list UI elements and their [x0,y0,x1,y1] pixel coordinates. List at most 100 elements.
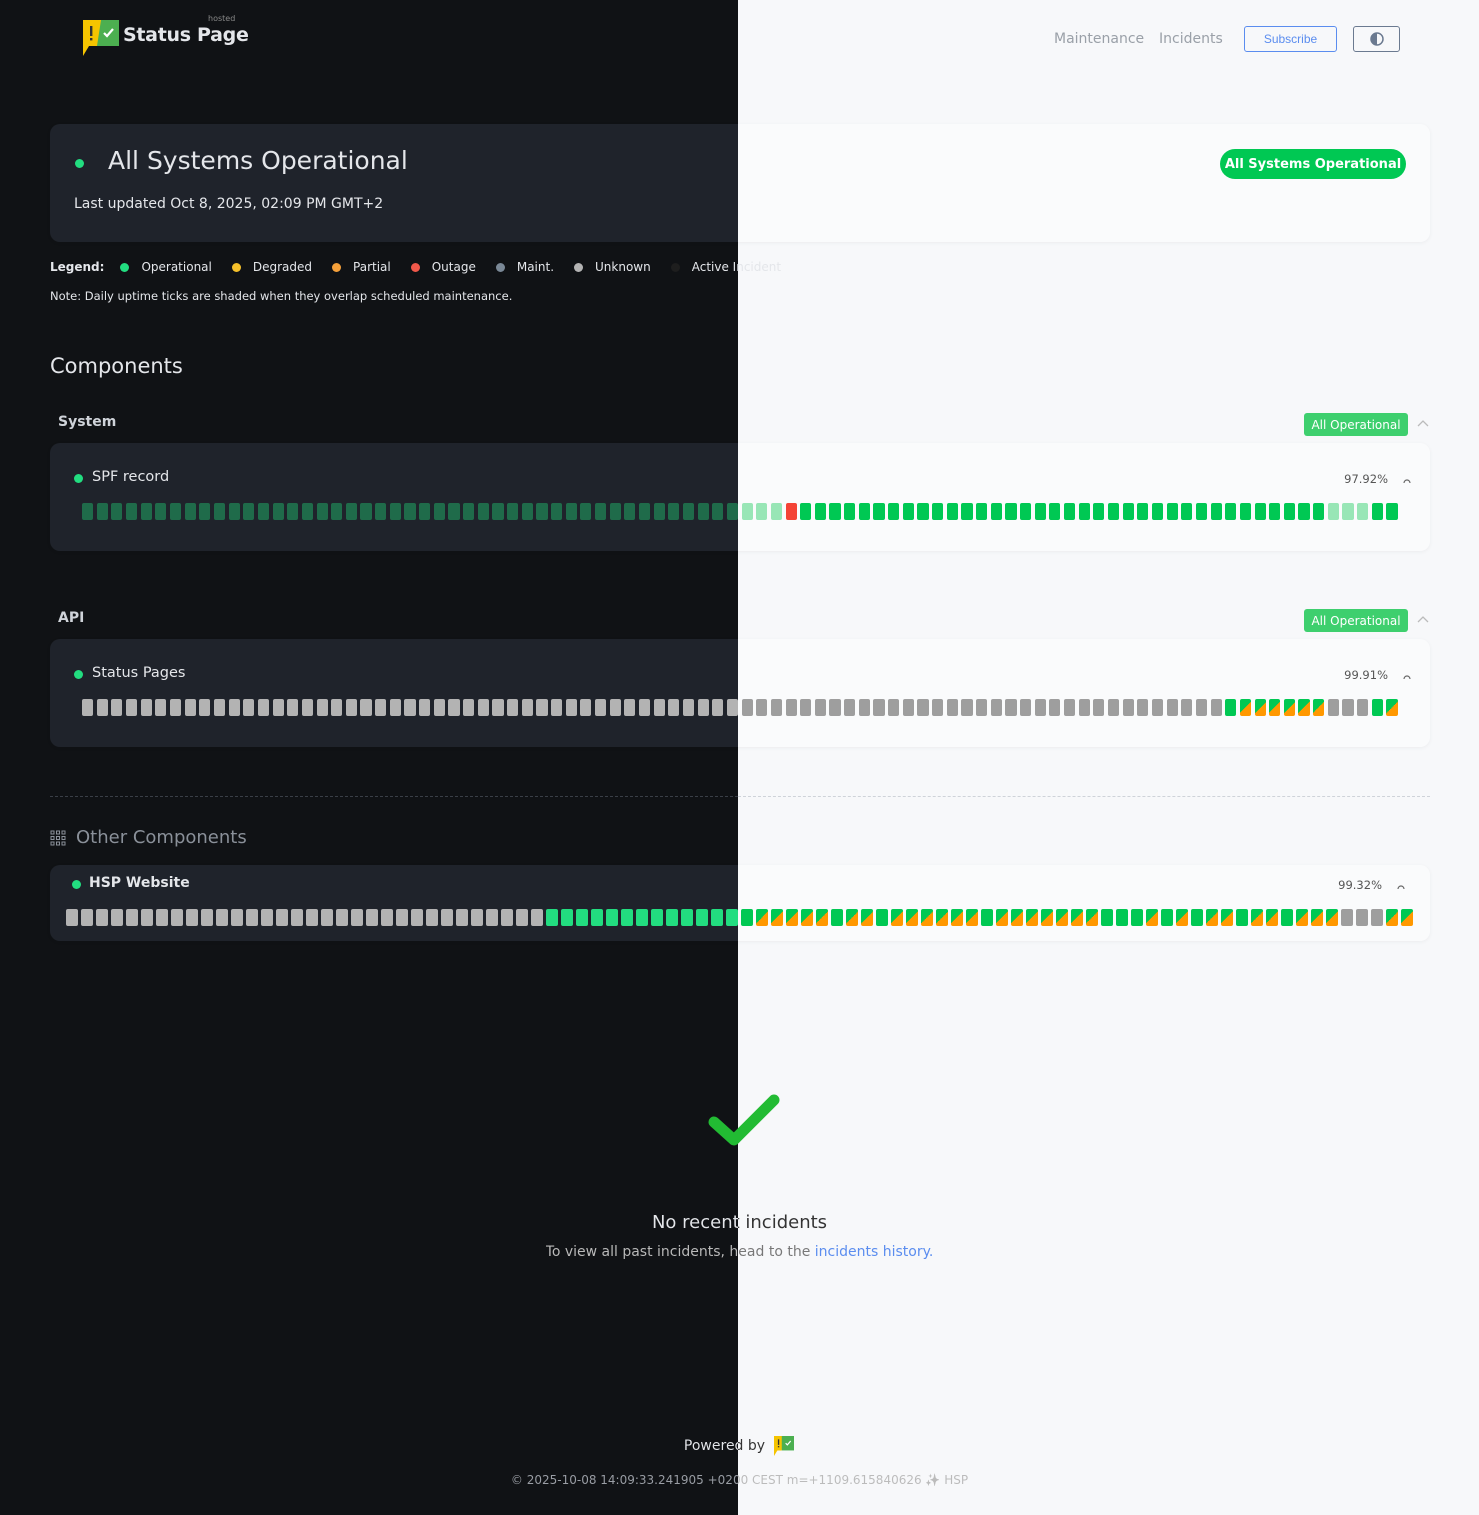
uptime-tick-op_shaded[interactable] [243,503,255,520]
uptime-tick-op[interactable] [858,503,870,520]
uptime-tick-unknown[interactable] [441,909,453,926]
uptime-tick-op[interactable] [800,503,812,520]
uptime-tick-op_shaded[interactable] [756,503,768,520]
uptime-tick-unknown[interactable] [1356,909,1368,926]
uptime-tick-unknown[interactable] [1020,699,1032,716]
uptime-tick-unknown[interactable] [316,699,328,716]
uptime-tick-partial[interactable] [861,909,873,926]
uptime-tick-unknown[interactable] [381,909,393,926]
uptime-tick-unknown[interactable] [111,699,123,716]
uptime-tick-op[interactable] [873,503,885,520]
uptime-tick-op[interactable] [932,503,944,520]
uptime-tick-unknown[interactable] [471,909,483,926]
uptime-tick-partial[interactable] [1146,909,1158,926]
uptime-tick-unknown[interactable] [565,699,577,716]
uptime-tick-op_shaded[interactable] [419,503,431,520]
uptime-tick-unknown[interactable] [351,909,363,926]
uptime-tick-unknown[interactable] [126,909,138,926]
uptime-tick-op_shaded[interactable] [741,503,753,520]
refresh-arc-icon[interactable] [1402,673,1412,681]
uptime-tick-unknown[interactable] [1210,699,1222,716]
uptime-tick-unknown[interactable] [1005,699,1017,716]
uptime-tick-partial[interactable] [1221,909,1233,926]
uptime-tick-op_shaded[interactable] [551,503,563,520]
uptime-tick-unknown[interactable] [169,699,182,716]
uptime-tick-unknown[interactable] [156,909,168,926]
uptime-tick-partial[interactable] [1296,909,1308,926]
uptime-tick-op_shaded[interactable] [301,503,313,520]
uptime-tick-op_shaded[interactable] [477,503,489,520]
uptime-tick-unknown[interactable] [844,699,856,716]
uptime-tick-unknown[interactable] [257,699,270,716]
uptime-tick-op_shaded[interactable] [507,503,519,520]
uptime-tick-op[interactable] [1116,909,1128,926]
uptime-tick-op[interactable] [591,909,603,926]
uptime-tick-partial[interactable] [801,909,813,926]
uptime-tick-op[interactable] [1313,503,1325,520]
uptime-tick-op_shaded[interactable] [565,503,577,520]
uptime-tick-unknown[interactable] [360,699,372,716]
uptime-tick-unknown[interactable] [785,699,797,716]
uptime-tick-partial[interactable] [756,909,768,926]
uptime-tick-unknown[interactable] [243,699,255,716]
uptime-tick-unknown[interactable] [199,699,211,716]
uptime-tick-unknown[interactable] [140,699,152,716]
uptime-tick-unknown[interactable] [448,699,460,716]
uptime-tick-partial[interactable] [846,909,858,926]
uptime-tick-unknown[interactable] [697,699,709,716]
uptime-tick-op_shaded[interactable] [360,503,372,520]
uptime-tick-op[interactable] [1078,503,1090,520]
uptime-tick-unknown[interactable] [375,699,387,716]
uptime-tick-partial[interactable] [1251,909,1263,926]
uptime-tick-op[interactable] [576,909,588,926]
uptime-tick-op[interactable] [1005,503,1017,520]
uptime-tick-op[interactable] [976,503,988,520]
uptime-tick-unknown[interactable] [1195,699,1208,716]
uptime-tick-op[interactable] [711,909,723,926]
uptime-tick-unknown[interactable] [276,909,288,926]
uptime-tick-op_shaded[interactable] [82,503,94,520]
refresh-arc-icon[interactable] [1396,883,1406,891]
uptime-tick-op_shaded[interactable] [682,503,695,520]
uptime-tick-op_shaded[interactable] [404,503,416,520]
uptime-tick-op[interactable] [606,909,618,926]
uptime-tick-op_shaded[interactable] [111,503,123,520]
uptime-tick-op_shaded[interactable] [492,503,504,520]
uptime-tick-unknown[interactable] [1342,699,1354,716]
uptime-tick-op[interactable] [1386,503,1398,520]
uptime-tick-op[interactable] [1371,503,1383,520]
uptime-tick-partial[interactable] [1206,909,1218,926]
uptime-tick-op_shaded[interactable] [653,503,665,520]
uptime-tick-unknown[interactable] [1093,699,1105,716]
uptime-tick-op_shaded[interactable] [213,503,226,520]
uptime-tick-unknown[interactable] [287,699,299,716]
uptime-tick-unknown[interactable] [932,699,944,716]
uptime-tick-op[interactable] [1122,503,1134,520]
uptime-tick-partial[interactable] [1011,909,1023,926]
uptime-tick-op[interactable] [829,503,841,520]
uptime-tick-op_shaded[interactable] [199,503,211,520]
uptime-tick-unknown[interactable] [770,699,782,716]
uptime-tick-op[interactable] [666,909,678,926]
uptime-tick-unknown[interactable] [246,909,258,926]
uptime-tick-partial[interactable] [816,909,828,926]
nav-incidents[interactable]: Incidents [1159,31,1223,47]
chevron-up-icon[interactable] [1416,418,1430,428]
uptime-tick-unknown[interactable] [1063,699,1076,716]
uptime-tick-unknown[interactable] [1341,909,1353,926]
uptime-tick-op[interactable] [1034,503,1046,520]
uptime-tick-partial[interactable] [921,909,933,926]
uptime-tick-unknown[interactable] [536,699,548,716]
uptime-tick-op[interactable] [621,909,633,926]
uptime-tick-op[interactable] [651,909,663,926]
uptime-tick-unknown[interactable] [321,909,333,926]
uptime-tick-partial[interactable] [891,909,903,926]
uptime-tick-unknown[interactable] [873,699,885,716]
uptime-tick-partial[interactable] [1311,909,1323,926]
uptime-tick-partial[interactable] [1269,699,1281,716]
uptime-tick-unknown[interactable] [272,699,284,716]
uptime-tick-unknown[interactable] [1371,909,1383,926]
uptime-tick-unknown[interactable] [433,699,445,716]
uptime-tick-unknown[interactable] [609,699,621,716]
uptime-tick-op[interactable] [1049,503,1061,520]
